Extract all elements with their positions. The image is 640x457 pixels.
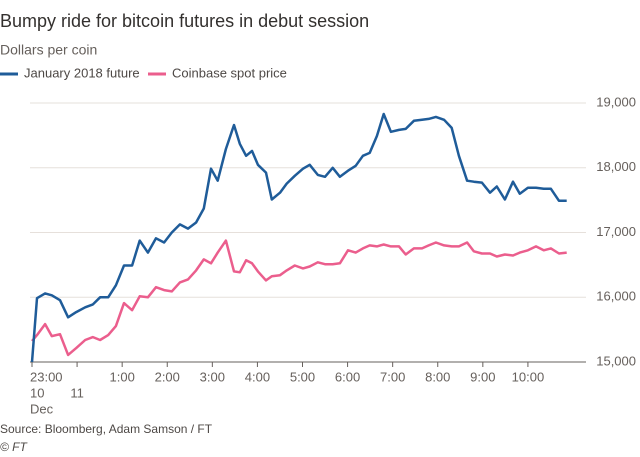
credit: © FT [0, 440, 29, 454]
x-tick-label: 23:00 [30, 369, 63, 384]
y-tick-label: 15,000 [596, 353, 636, 368]
x-tick-label: 5:00 [290, 369, 315, 384]
x-tick-label: 3:00 [200, 369, 225, 384]
series-line [31, 239, 567, 357]
legend-label: Coinbase spot price [172, 65, 287, 80]
y-tick-label: 18,000 [596, 159, 636, 174]
x-tick-label: 1:00 [110, 369, 135, 384]
month-label: Dec [30, 401, 54, 416]
date-label: 11 [70, 385, 84, 400]
y-tick-label: 19,000 [596, 94, 636, 109]
date-label: 10 [30, 385, 44, 400]
y-tick-label: 17,000 [596, 224, 636, 239]
x-tick-label: 2:00 [155, 369, 180, 384]
chart-subtitle: Dollars per coin [0, 42, 97, 58]
series-line [30, 112, 567, 363]
x-tick-label: 7:00 [380, 369, 405, 384]
x-tick-label: 4:00 [245, 369, 270, 384]
x-tick-label: 8:00 [425, 369, 450, 384]
chart-title: Bumpy ride for bitcoin futures in debut … [0, 11, 369, 31]
x-tick-label: 6:00 [335, 369, 360, 384]
source: Source: Bloomberg, Adam Samson / FT [0, 422, 213, 436]
y-tick-label: 16,000 [596, 289, 636, 304]
x-tick-label: 9:00 [470, 369, 495, 384]
x-tick-label: 10:00 [512, 369, 545, 384]
legend-label: January 2018 future [24, 65, 140, 80]
